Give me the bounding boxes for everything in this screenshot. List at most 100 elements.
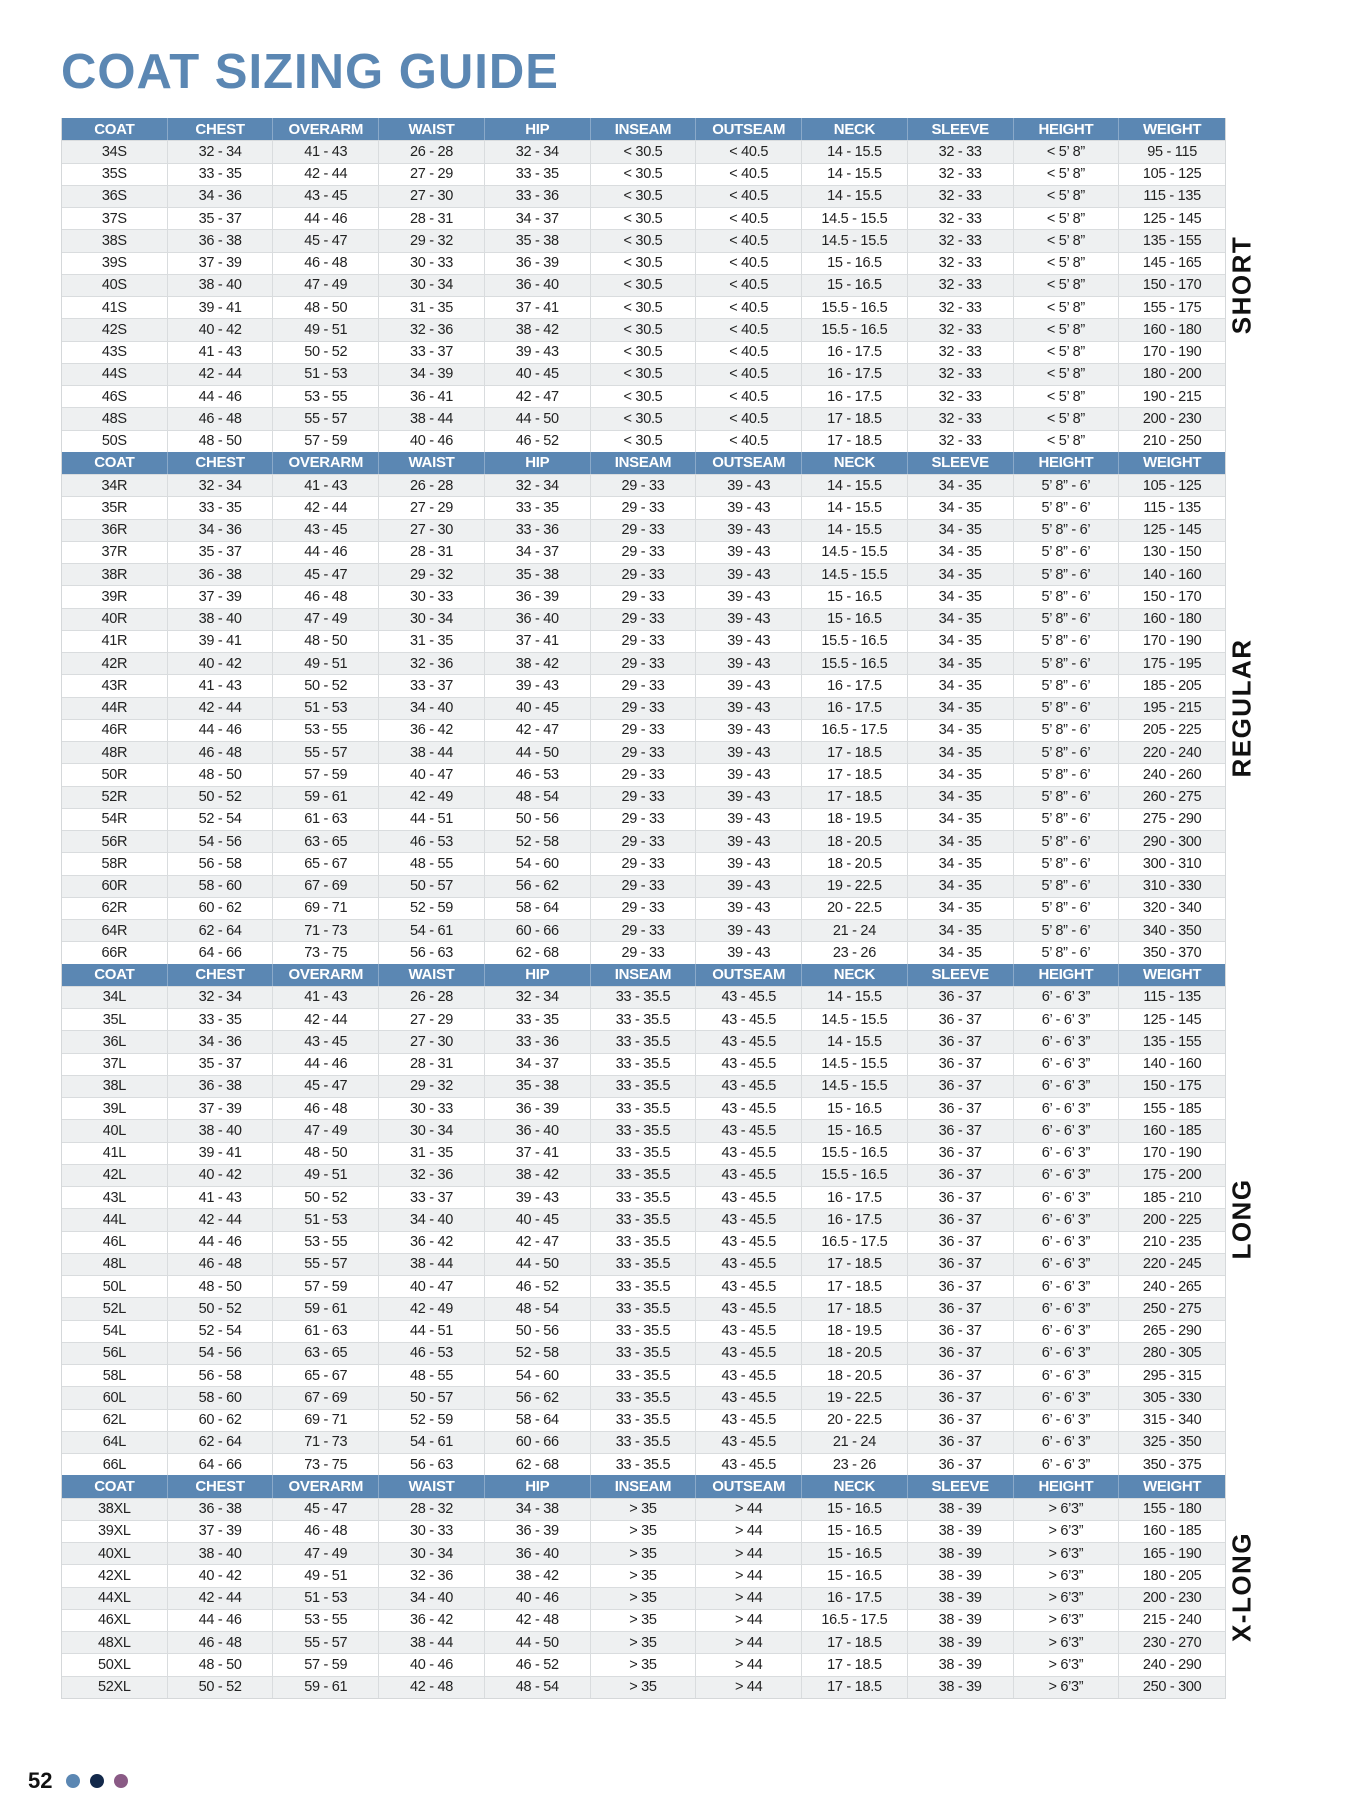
cell-waist: 46 - 53	[379, 831, 485, 853]
cell-inseam: < 30.5	[591, 230, 697, 252]
cell-waist: 28 - 32	[379, 1498, 485, 1520]
cell-waist: 28 - 31	[379, 541, 485, 563]
cell-sleeve: 34 - 35	[908, 541, 1014, 563]
cell-weight: 170 - 190	[1142, 633, 1202, 650]
cell-height: < 5’ 8”	[1014, 430, 1120, 452]
column-header-overarm: OVERARM	[273, 451, 380, 474]
table-row: 52XL 50 - 52 59 - 61 42 - 48 48 - 54 > 35 > 44…	[62, 1675, 1225, 1698]
cell-waist: 30 - 34	[379, 1543, 485, 1565]
cell-waist: 26 - 28	[379, 475, 485, 497]
cell-sleeve: 38 - 39	[908, 1609, 1014, 1631]
cell-sleeve: 36 - 37	[908, 1253, 1014, 1275]
coat-sizing-table: COAT CHEST OVERARM WAIST HIP INSEAM OUTSEAM NEC…	[61, 118, 1257, 1699]
section-regular: COAT CHEST OVERARM WAIST HIP INSEAM OUTSEAM NEC…	[62, 451, 1257, 964]
cell-height: 6’ - 6’ 3”	[1014, 1187, 1120, 1209]
header-row: COAT CHEST OVERARM WAIST HIP INSEAM OUTSEAM NEC…	[62, 963, 1225, 986]
cell-outseam: < 40.5	[696, 141, 803, 163]
cell-chest: 64 - 66	[168, 1454, 274, 1476]
cell-waist: 56 - 63	[379, 942, 485, 964]
cell-outseam: 43 - 45.5	[696, 1142, 803, 1164]
cell-waist: 54 - 61	[379, 1431, 485, 1453]
cell-neck: 17 - 18.5	[802, 1276, 908, 1298]
cell-inseam: 33 - 35.5	[591, 1231, 697, 1253]
cell-coat: 52XL	[62, 1676, 168, 1698]
cell-chest: 40 - 42	[168, 319, 274, 341]
table-row: 54R 52 - 54 61 - 63 44 - 51 50 - 56 29 - 33 39…	[62, 807, 1225, 830]
cell-coat: 39S	[62, 252, 168, 274]
cell-neck: 15.5 - 16.5	[802, 297, 908, 319]
cell-waist: 29 - 32	[379, 1075, 485, 1097]
cell-chest: 41 - 43	[168, 341, 274, 363]
section-rows: 34R 32 - 34 41 - 43 26 - 28 32 - 34 29 - 33 39…	[62, 474, 1225, 964]
cell-overarm: 47 - 49	[273, 608, 380, 630]
cell-hip: 54 - 60	[485, 853, 591, 875]
cell-weight: 165 - 190	[1142, 1545, 1202, 1562]
cell-height: < 5’ 8”	[1014, 408, 1120, 430]
cell-sleeve: 34 - 35	[908, 897, 1014, 919]
cell-inseam: 29 - 33	[591, 920, 697, 942]
cell-overarm: 44 - 46	[273, 541, 380, 563]
cell-height: 6’ - 6’ 3”	[1014, 1098, 1120, 1120]
table-row: 38XL 36 - 38 45 - 47 28 - 32 34 - 38 > 35 > 44…	[62, 1497, 1225, 1520]
cell-outseam: > 44	[696, 1609, 803, 1631]
cell-hip: 37 - 41	[485, 630, 591, 652]
cell-waist: 34 - 40	[379, 1209, 485, 1231]
cell-hip: 35 - 38	[485, 1075, 591, 1097]
cell-outseam: 39 - 43	[696, 808, 803, 830]
cell-height: 6’ - 6’ 3”	[1014, 986, 1120, 1008]
cell-sleeve: 34 - 35	[908, 653, 1014, 675]
cell-height: > 6’3”	[1014, 1565, 1120, 1587]
cell-weight: 170 - 190	[1142, 344, 1202, 361]
cell-overarm: 46 - 48	[273, 252, 380, 274]
cell-inseam: 33 - 35.5	[591, 1142, 697, 1164]
cell-waist: 31 - 35	[379, 630, 485, 652]
cell-inseam: 33 - 35.5	[591, 1253, 697, 1275]
cell-sleeve: 36 - 37	[908, 1009, 1014, 1031]
cell-neck: 17 - 18.5	[802, 1676, 908, 1698]
table-row: 42XL 40 - 42 49 - 51 32 - 36 38 - 42 > 35 > 44…	[62, 1564, 1225, 1587]
cell-neck: 14 - 15.5	[802, 1031, 908, 1053]
cell-weight: 140 - 160	[1142, 1056, 1202, 1073]
table-row: 66R 64 - 66 73 - 75 56 - 63 62 - 68 29 - 33 39…	[62, 941, 1225, 964]
cell-sleeve: 34 - 35	[908, 586, 1014, 608]
cell-overarm: 67 - 69	[273, 875, 380, 897]
cell-overarm: 71 - 73	[273, 1431, 380, 1453]
cell-coat: 41R	[62, 630, 168, 652]
cell-outseam: > 44	[696, 1565, 803, 1587]
cell-coat: 40XL	[62, 1543, 168, 1565]
cell-weight: 180 - 200	[1142, 366, 1202, 383]
cell-waist: 28 - 31	[379, 1053, 485, 1075]
cell-overarm: 47 - 49	[273, 1120, 380, 1142]
cell-hip: 37 - 41	[485, 1142, 591, 1164]
cell-outseam: 39 - 43	[696, 475, 803, 497]
cell-chest: 39 - 41	[168, 630, 274, 652]
cell-neck: 16 - 17.5	[802, 697, 908, 719]
cell-hip: 54 - 60	[485, 1365, 591, 1387]
cell-height: 5’ 8” - 6’	[1014, 519, 1120, 541]
table-row: 56R 54 - 56 63 - 65 46 - 53 52 - 58 29 - 33 39…	[62, 830, 1225, 853]
cell-outseam: > 44	[696, 1587, 803, 1609]
cell-height: < 5’ 8”	[1014, 386, 1120, 408]
cell-hip: 32 - 34	[485, 141, 591, 163]
cell-neck: 15.5 - 16.5	[802, 1142, 908, 1164]
column-header-neck: NECK	[802, 963, 908, 986]
cell-sleeve: 36 - 37	[908, 1120, 1014, 1142]
cell-height: < 5’ 8”	[1014, 141, 1120, 163]
cell-chest: 33 - 35	[168, 163, 274, 185]
cell-chest: 44 - 46	[168, 1609, 274, 1631]
cell-sleeve: 36 - 37	[908, 1298, 1014, 1320]
cell-overarm: 44 - 46	[273, 1053, 380, 1075]
section-x-long: COAT CHEST OVERARM WAIST HIP INSEAM OUTSEAM NEC…	[62, 1475, 1257, 1698]
cell-waist: 33 - 37	[379, 675, 485, 697]
table-row: 43R 41 - 43 50 - 52 33 - 37 39 - 43 29 - 33 39…	[62, 674, 1225, 697]
cell-coat: 46L	[62, 1231, 168, 1253]
cell-chest: 41 - 43	[168, 1187, 274, 1209]
cell-neck: 15 - 16.5	[802, 586, 908, 608]
cell-coat: 48L	[62, 1253, 168, 1275]
cell-height: 5’ 8” - 6’	[1014, 541, 1120, 563]
cell-inseam: 29 - 33	[591, 475, 697, 497]
cell-neck: 14 - 15.5	[802, 185, 908, 207]
cell-sleeve: 38 - 39	[908, 1565, 1014, 1587]
column-header-weight: WEIGHT	[1143, 1477, 1202, 1495]
cell-sleeve: 36 - 37	[908, 1075, 1014, 1097]
